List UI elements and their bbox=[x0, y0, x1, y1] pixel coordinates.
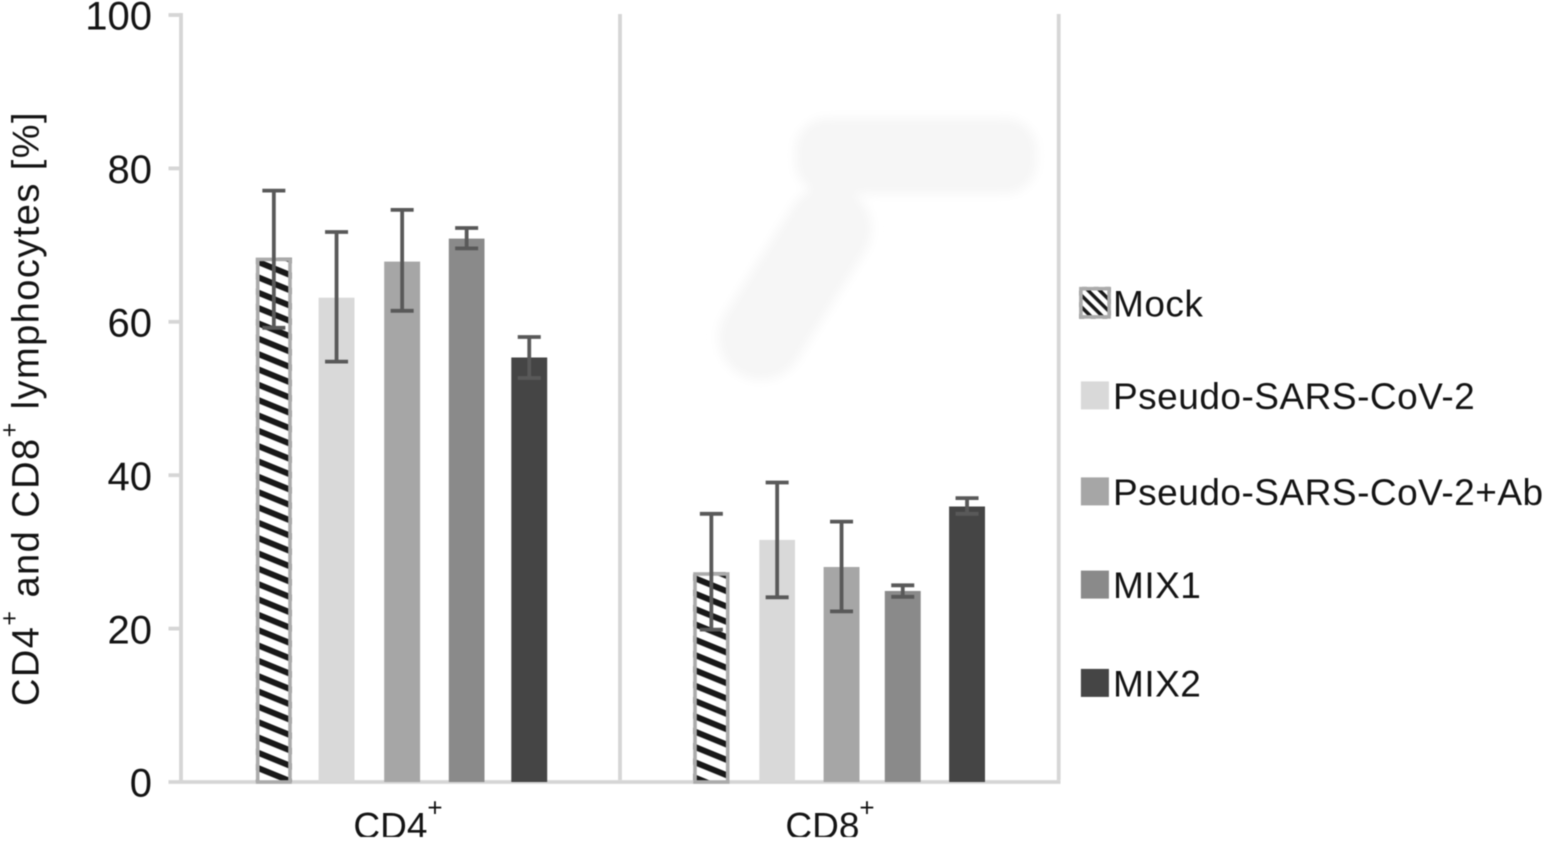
svg-text:CD4+ and CD8+ lymphocytes [%]: CD4+ and CD8+ lymphocytes [%] bbox=[0, 111, 48, 706]
svg-text:80: 80 bbox=[108, 148, 153, 192]
svg-text:60: 60 bbox=[108, 302, 153, 346]
svg-text:Pseudo-SARS-CoV-2+Ab: Pseudo-SARS-CoV-2+Ab bbox=[1113, 472, 1544, 513]
svg-text:MIX2: MIX2 bbox=[1113, 663, 1201, 704]
svg-text:Mock: Mock bbox=[1113, 283, 1203, 324]
svg-text:0: 0 bbox=[130, 762, 152, 806]
svg-text:40: 40 bbox=[108, 455, 153, 499]
svg-text:100: 100 bbox=[85, 0, 152, 39]
svg-text:MIX1: MIX1 bbox=[1113, 565, 1201, 606]
svg-text:Pseudo-SARS-CoV-2: Pseudo-SARS-CoV-2 bbox=[1113, 376, 1475, 417]
svg-text:20: 20 bbox=[108, 608, 153, 652]
